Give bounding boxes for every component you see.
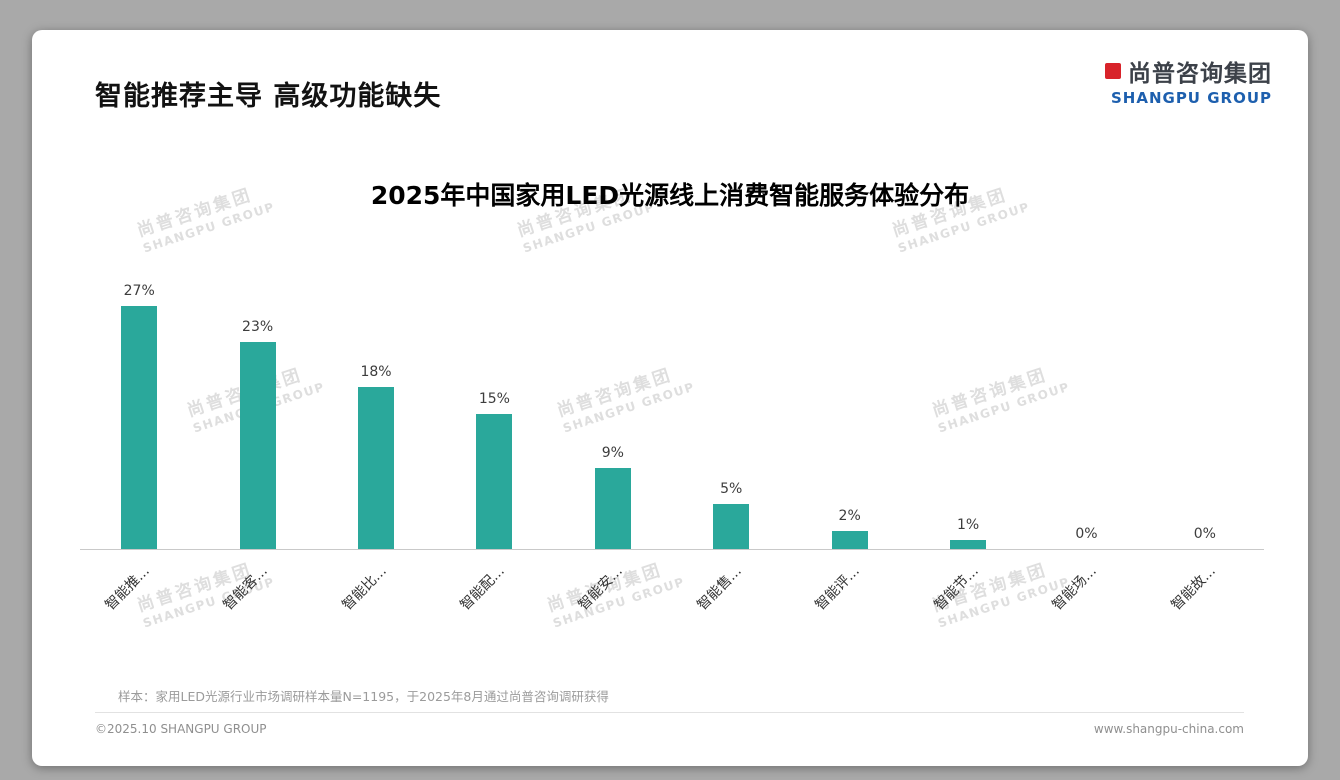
x-axis-label: 智能客... bbox=[220, 563, 272, 614]
bar-value-label: 5% bbox=[720, 481, 743, 497]
bar-value-label: 18% bbox=[360, 364, 392, 380]
bar-column: 9% bbox=[554, 280, 672, 549]
x-axis-label: 智能场... bbox=[1049, 563, 1100, 614]
logo-text-en: SHANGPU GROUP bbox=[1110, 89, 1272, 107]
x-axis-label: 智能售... bbox=[694, 563, 745, 614]
company-logo: 尚普咨询集团 SHANGPU GROUP bbox=[1105, 54, 1272, 107]
bar-chart: 27% 23% 18% 15% 9% 5% 2% 1% 0% 0% bbox=[80, 280, 1264, 550]
bar-value-label: 15% bbox=[478, 391, 510, 407]
slide-footer: ©2025.10 SHANGPU GROUP www.shangpu-china… bbox=[95, 712, 1244, 736]
bar bbox=[358, 387, 395, 549]
bar-column: 0% bbox=[1146, 280, 1264, 549]
bar-column: 23% bbox=[198, 280, 316, 549]
bar bbox=[950, 540, 987, 549]
logo-text-cn: 尚普咨询集团 bbox=[1128, 61, 1272, 87]
bar-column: 15% bbox=[435, 280, 553, 549]
bar-column: 27% bbox=[80, 280, 198, 549]
chart-title: 2025年中国家用LED光源线上消费智能服务体验分布 bbox=[370, 181, 970, 210]
bar-value-label: 2% bbox=[838, 508, 861, 524]
copyright-text: ©2025.10 SHANGPU GROUP bbox=[95, 722, 267, 736]
bar-value-label: 1% bbox=[956, 517, 980, 533]
sample-note: 样本：家用LED光源行业市场调研样本量N=1195，于2025年8月通过尚普咨询… bbox=[118, 689, 609, 704]
bar-value-label: 23% bbox=[242, 319, 274, 335]
page-title: 智能推荐主导 高级功能缺失 bbox=[95, 81, 442, 112]
x-axis-label: 智能推... bbox=[102, 563, 153, 614]
x-axis-label: 智能比... bbox=[338, 563, 390, 614]
bar bbox=[831, 531, 868, 549]
bar-column: 2% bbox=[790, 280, 908, 549]
x-axis-label: 智能评... bbox=[812, 563, 864, 614]
bar-column: 5% bbox=[672, 280, 790, 549]
x-axis-label: 智能配... bbox=[457, 563, 508, 614]
bar bbox=[713, 504, 750, 549]
logo-icon bbox=[1105, 63, 1121, 79]
bar bbox=[121, 306, 158, 549]
x-axis-label: 智能节... bbox=[931, 563, 982, 614]
bar-column: 1% bbox=[909, 280, 1027, 549]
x-axis-label: 智能故... bbox=[1167, 563, 1219, 614]
bar-value-label: 9% bbox=[601, 445, 624, 461]
x-axis-labels: 智能推... 智能客... 智能比... 智能配... 智能安... 智能售... 智能评.… bbox=[80, 551, 1264, 656]
bar-value-label: 0% bbox=[1193, 526, 1216, 542]
bar-column: 0% bbox=[1027, 280, 1145, 549]
bar bbox=[239, 342, 276, 549]
bar bbox=[594, 468, 631, 549]
x-axis-label: 智能安... bbox=[575, 563, 627, 614]
slide: 尚普咨询集团 SHANGPU GROUP 尚普咨询集团 SHANGPU GROUP 尚普… bbox=[32, 30, 1308, 766]
bar-value-label: 27% bbox=[123, 283, 155, 299]
bar bbox=[476, 414, 513, 549]
bar-column: 18% bbox=[317, 280, 435, 549]
website-text: www.shangpu-china.com bbox=[1093, 722, 1244, 736]
bar-value-label: 0% bbox=[1075, 526, 1098, 542]
